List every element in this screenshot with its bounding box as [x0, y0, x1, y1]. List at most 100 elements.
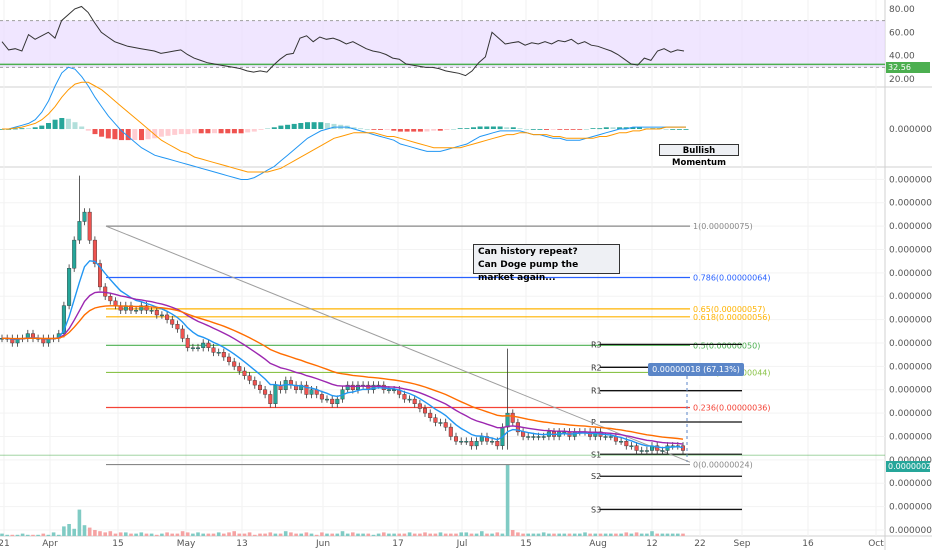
- volume-bar: [650, 531, 654, 536]
- price-tick-0.00000055: 0.00000055: [889, 316, 932, 326]
- candle-body: [190, 347, 195, 349]
- macd-hist-bar: [65, 118, 71, 129]
- macd-hist-bar: [384, 129, 390, 130]
- candle-body: [660, 450, 665, 452]
- macd-hist-bar: [577, 129, 583, 130]
- volume-bar: [361, 533, 365, 536]
- macd-hist-bar: [431, 129, 437, 131]
- candle-body: [304, 384, 309, 395]
- macd-annotation[interactable]: Bullish Momentum: [659, 144, 739, 168]
- candle-body: [82, 211, 87, 222]
- macd-hist-bar: [185, 129, 191, 135]
- measure-label[interactable]: 0.00000018 (67.13%) 18: [648, 363, 744, 387]
- macd-hist-bar: [663, 129, 669, 130]
- volume-bar: [185, 532, 190, 536]
- macd-hist-bar: [670, 129, 676, 130]
- volume-bar: [36, 534, 40, 536]
- macd-hist-bar: [125, 129, 131, 141]
- macd-hist-bar: [564, 129, 569, 130]
- macd-hist-bar: [437, 129, 443, 131]
- signal-line: [2, 81, 686, 173]
- macd-hist-bar: [397, 129, 403, 132]
- volume-bar: [418, 533, 422, 536]
- candle-body: [386, 389, 391, 391]
- candle-body: [309, 389, 314, 395]
- volume-bar: [124, 532, 128, 536]
- volume-bar: [495, 532, 500, 536]
- rsi-tick-80.00: 80.00: [889, 5, 915, 15]
- volume-bar: [72, 528, 76, 536]
- grid: [0, 0, 885, 536]
- volume-bar: [82, 525, 87, 536]
- candle-body: [407, 398, 412, 401]
- price-tick-0.00000060: 0.00000060: [889, 292, 932, 302]
- macd-hist-bar: [271, 127, 277, 129]
- annotation-callout[interactable]: Can history repeat? Can Doge pump the ma…: [473, 244, 620, 283]
- macd-hist-bar: [132, 129, 138, 140]
- candle-body: [221, 352, 226, 358]
- volume-bar: [639, 533, 644, 536]
- volume-bars: [0, 464, 685, 536]
- macd-hist-bar: [231, 129, 237, 134]
- fib-label-0: 1(0.00000075): [693, 222, 753, 231]
- x-tick-22: 22: [694, 539, 705, 549]
- macd-hist-bar: [225, 129, 231, 134]
- macd-hist-bar: [251, 129, 257, 132]
- volume-bar: [304, 532, 309, 536]
- candle-body: [634, 445, 639, 451]
- macd-hist-bar: [550, 129, 556, 130]
- volume-bar: [660, 533, 665, 536]
- macd-hist-bar: [510, 127, 516, 129]
- candle-body: [144, 305, 149, 311]
- candle-body: [216, 352, 221, 354]
- candle-body: [175, 324, 180, 330]
- ema-mid-line: [2, 291, 684, 445]
- volume-bar: [160, 533, 164, 536]
- x-tick-May: May: [177, 539, 196, 549]
- volume-bar: [629, 533, 634, 536]
- volume-bar: [242, 533, 247, 536]
- volume-bar: [356, 533, 360, 536]
- pivot-label-R3: R3: [591, 340, 602, 349]
- y-axis: 0.00000085 0.00000080 0.00000075 0.00000070…: [889, 175, 932, 536]
- candle-body: [206, 342, 211, 348]
- price-tick-0.00000020: 0.00000020: [889, 479, 932, 489]
- volume-bar: [46, 534, 51, 536]
- volume-bar: [407, 532, 412, 536]
- macd-hist-bar: [158, 129, 164, 137]
- macd-hist-bar: [238, 129, 244, 134]
- macd-line: [2, 66, 686, 180]
- volume-bar: [526, 533, 530, 536]
- candle-body: [438, 422, 443, 424]
- fib-label-2: 0.65(0.00000057): [693, 305, 765, 314]
- volume-bar: [180, 531, 185, 536]
- candle-body: [226, 356, 231, 362]
- volume-bar: [149, 533, 154, 536]
- macd-hist-bar: [490, 126, 496, 129]
- volume-bar: [619, 533, 623, 536]
- candle-body: [469, 441, 474, 447]
- volume-bar: [423, 532, 427, 536]
- macd-hist-bar: [484, 126, 490, 129]
- price-tick-0.00000030: 0.00000030: [889, 432, 932, 442]
- candle-body: [330, 398, 335, 405]
- macd-hist-bar: [623, 127, 629, 129]
- moving-averages: [2, 260, 684, 449]
- rsi-tick-40.00: 40.00: [889, 52, 915, 62]
- pivot-label-R2: R2: [591, 363, 602, 372]
- fib-retracement: 1(0.00000075) 0.786(0.00000064) 0.65(0.000…: [106, 222, 771, 470]
- volume-bar: [402, 533, 407, 536]
- macd-hist-bar: [258, 129, 264, 130]
- macd-hist-bar: [145, 129, 151, 140]
- candle-body: [490, 441, 495, 443]
- volume-bar: [655, 533, 659, 536]
- volume-bar: [598, 533, 603, 536]
- volume-bar: [500, 533, 505, 536]
- candle-body: [428, 412, 433, 419]
- candle-body: [159, 314, 164, 317]
- volume-bar: [330, 533, 334, 536]
- candle-body: [108, 296, 113, 302]
- volume-bar: [118, 532, 123, 536]
- x-tick-21: 21: [0, 539, 10, 549]
